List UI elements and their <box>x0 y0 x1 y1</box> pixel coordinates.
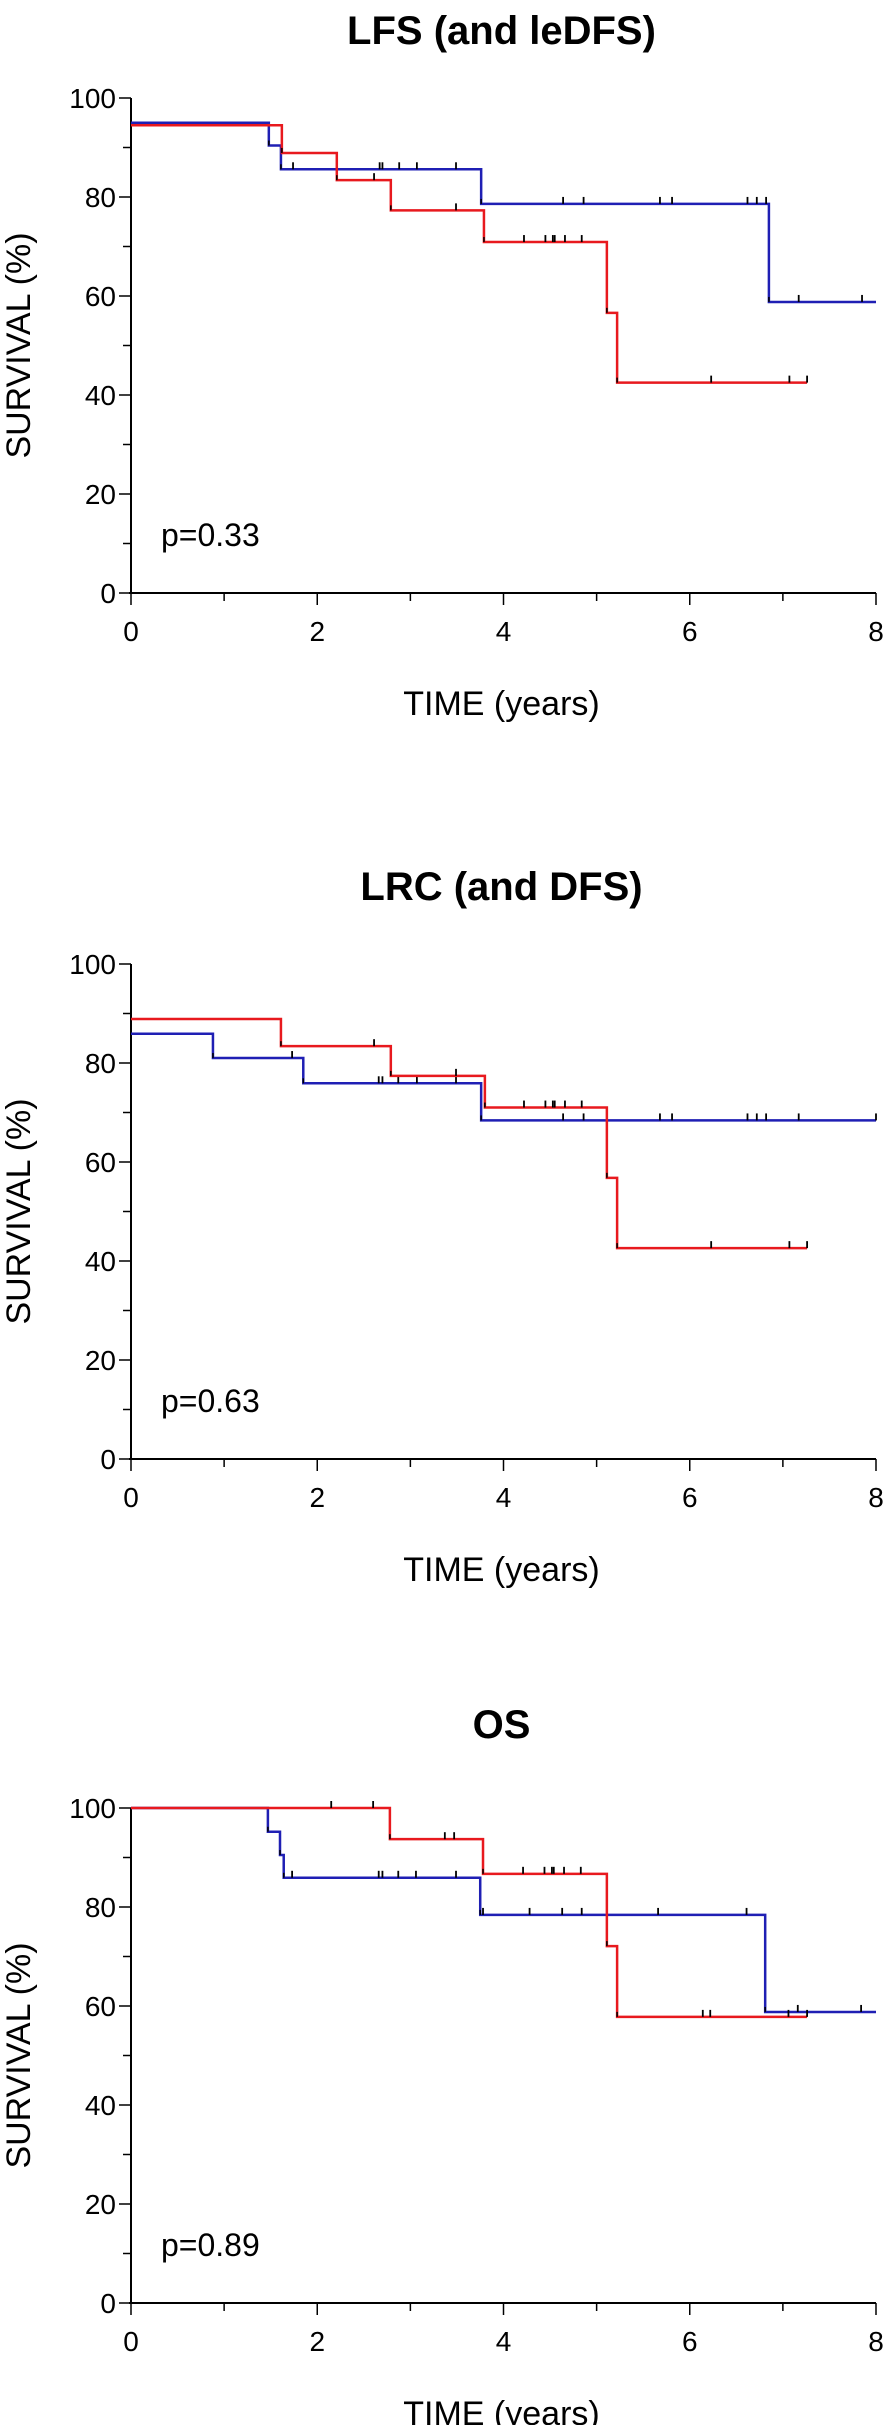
y-tick-label: 20 <box>85 2189 116 2220</box>
x-tick-label: 8 <box>868 616 884 647</box>
x-axis-label: TIME (years) <box>403 1551 599 1589</box>
x-tick-label: 8 <box>868 1482 884 1513</box>
series-blue <box>131 1806 876 2014</box>
survival-curve <box>131 123 808 384</box>
p-value-annotation: p=0.33 <box>161 517 260 553</box>
km-chart-1: LFS (and leDFS) 0 20 40 60 80 100 0 2 4 6 8 TIME (ye… <box>0 9 884 723</box>
y-tick-label: 80 <box>85 1892 116 1923</box>
y-axis-label: SURVIVAL (%) <box>0 232 38 458</box>
p-value-annotation: p=0.89 <box>161 2227 260 2263</box>
y-axis-label: SURVIVAL (%) <box>0 1098 38 1324</box>
chart-title: LRC (and DFS) <box>360 865 642 909</box>
y-tick-label: 20 <box>85 1345 116 1376</box>
p-value-annotation: p=0.63 <box>161 1383 260 1419</box>
chart-title: LFS (and leDFS) <box>347 9 656 53</box>
survival-curve <box>131 1032 876 1122</box>
y-tick-label: 100 <box>69 1793 116 1824</box>
y-tick-label: 40 <box>85 2090 116 2121</box>
y-tick-label: 0 <box>100 2288 116 2319</box>
y-tick-label: 40 <box>85 380 116 411</box>
y-tick-label: 0 <box>100 578 116 609</box>
x-tick-label: 0 <box>123 2326 139 2357</box>
y-tick-label: 80 <box>85 1048 116 1079</box>
survival-curve <box>131 121 876 304</box>
y-tick-label: 20 <box>85 479 116 510</box>
x-tick-label: 0 <box>123 1482 139 1513</box>
x-axis-label: TIME (years) <box>403 685 599 723</box>
series-red <box>131 1801 808 2019</box>
x-axis-label: TIME (years) <box>403 2395 599 2425</box>
km-chart-3: OS 0 20 40 60 80 100 0 2 4 6 8 TIME (years) SURVIVAL … <box>0 1703 884 2425</box>
y-tick-label: 40 <box>85 1246 116 1277</box>
y-tick-label: 0 <box>100 1444 116 1475</box>
series-red <box>131 123 808 384</box>
series-blue <box>131 121 876 304</box>
chart-title: OS <box>473 1703 531 1747</box>
survival-curve <box>131 1017 808 1250</box>
y-tick-label: 60 <box>85 1991 116 2022</box>
series-red <box>131 1017 808 1250</box>
x-tick-label: 6 <box>682 616 698 647</box>
x-tick-label: 4 <box>496 1482 512 1513</box>
y-tick-label: 60 <box>85 281 116 312</box>
x-tick-label: 4 <box>496 616 512 647</box>
y-tick-label: 100 <box>69 949 116 980</box>
x-tick-label: 0 <box>123 616 139 647</box>
x-tick-label: 2 <box>309 2326 325 2357</box>
y-tick-label: 60 <box>85 1147 116 1178</box>
x-tick-label: 6 <box>682 2326 698 2357</box>
x-tick-label: 6 <box>682 1482 698 1513</box>
y-tick-label: 80 <box>85 182 116 213</box>
x-tick-label: 4 <box>496 2326 512 2357</box>
y-axis-label: SURVIVAL (%) <box>0 1942 38 2168</box>
survival-curve <box>131 1806 808 2019</box>
x-tick-label: 2 <box>309 616 325 647</box>
km-chart-2: LRC (and DFS) 0 20 40 60 80 100 0 2 4 6 8 TIME (year… <box>0 865 884 1589</box>
x-tick-label: 8 <box>868 2326 884 2357</box>
series-blue <box>131 1032 877 1122</box>
x-tick-label: 2 <box>309 1482 325 1513</box>
survival-curve <box>131 1806 876 2014</box>
y-tick-label: 100 <box>69 83 116 114</box>
